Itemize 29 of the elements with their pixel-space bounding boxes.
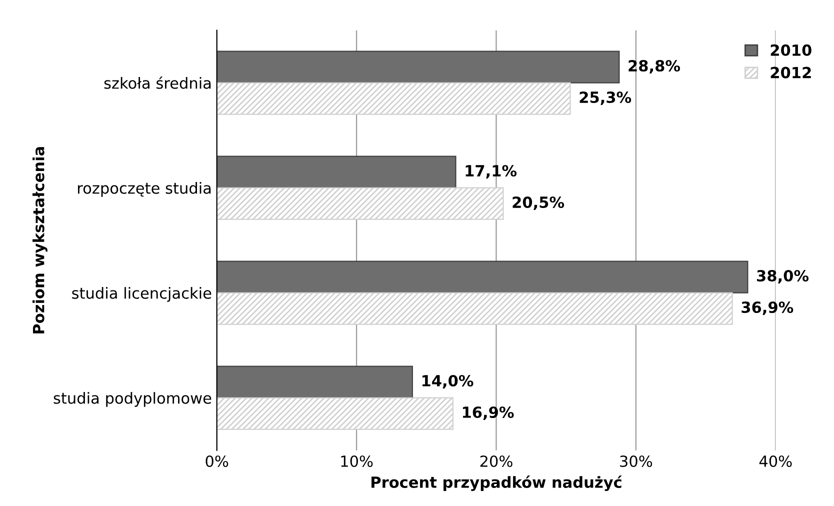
legend-label: 2010: [770, 44, 812, 56]
y-axis-title: Poziom wykształcenia: [32, 147, 48, 334]
bar: [216, 187, 504, 220]
data-label: 20,5%: [512, 196, 564, 210]
bar: [216, 156, 456, 188]
x-tick-label: 10%: [341, 455, 373, 468]
y-tick-label: rozpoczęte studia: [78, 182, 211, 197]
bar: [216, 82, 571, 115]
legend-label: 2012: [770, 66, 811, 78]
y-tick-label: studia licencjackie: [72, 287, 212, 302]
bar: [216, 397, 454, 430]
y-tick-label: szkoła średnia: [104, 76, 211, 89]
data-label: 17,1%: [466, 164, 517, 178]
bar: [216, 50, 620, 84]
data-label: 28,8%: [628, 60, 680, 74]
data-label: 36,9%: [742, 301, 794, 315]
data-label: 38,0%: [757, 270, 809, 284]
bar: [216, 366, 413, 398]
x-tick-label: 30%: [620, 455, 652, 468]
data-label: 16,9%: [462, 406, 514, 420]
x-axis-title: Procent przypadków nadużyć: [372, 476, 622, 492]
x-tick-label: 0%: [206, 455, 228, 468]
y-tick-label: studia podyplomowe: [54, 392, 212, 407]
data-label: 25,3%: [580, 91, 632, 105]
x-tick-label: 20%: [480, 455, 512, 468]
data-label: 14,0%: [422, 374, 474, 388]
bar: [216, 292, 733, 325]
bar: [216, 260, 748, 294]
x-tick-label: 40%: [759, 455, 792, 468]
